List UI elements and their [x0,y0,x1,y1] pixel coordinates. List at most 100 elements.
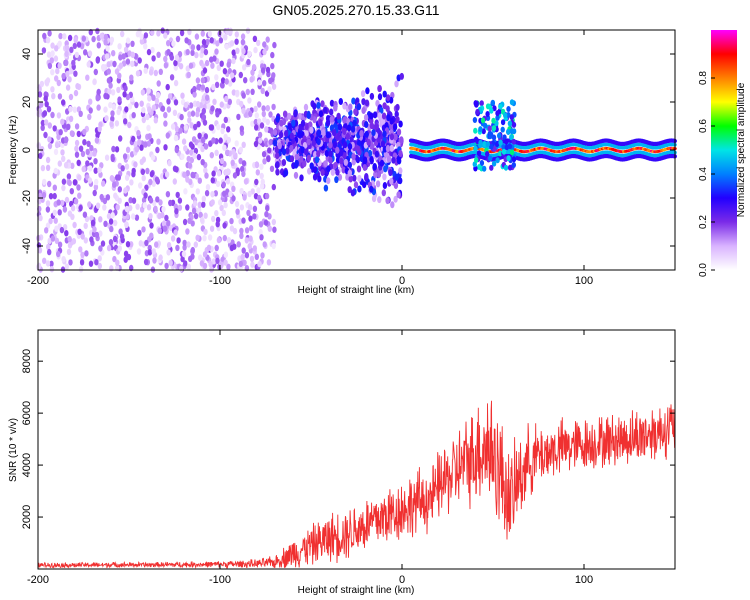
spectrogram-cell [78,110,83,118]
spectrogram-cell [49,260,54,267]
spectrogram-cell [509,114,514,121]
spectrogram-cell [262,241,267,248]
spectrogram-cell [110,89,116,96]
spectrogram-cell [79,259,85,266]
spectrogram-cell [356,103,362,111]
spectrogram-cell [100,240,106,247]
spectrogram-cell [323,184,329,192]
spectrogram-cell [497,132,502,139]
spectrogram-cell [474,101,479,108]
spectrogram-cell [83,237,89,244]
spectrogram-cell [123,46,129,53]
spectrogram-cell [48,193,54,200]
spectrogram-cell [42,178,47,186]
spectrogram-cell [271,183,276,191]
spectrogram-cell [393,195,398,203]
spectrogram-cell [485,111,490,117]
spectrogram-cell [50,111,55,119]
spectrogram-cell [174,208,179,215]
spectrogram-cell [97,255,102,262]
spectrogram-cell [191,207,197,214]
spectrogram-cell [500,126,505,133]
spectrogram-cell [155,146,160,154]
spectrogram-cell [82,128,87,136]
spectrogram-cell [504,138,509,145]
spectrogram-cell [131,213,136,220]
spectrogram-cell [328,156,333,164]
spectrogram-cell [174,146,179,154]
spectrogram-cell [236,113,241,121]
spectrogram-cell [203,167,208,174]
spectrogram-cell [69,188,75,195]
spectrogram-cell [331,129,337,137]
spectrogram-cell [318,110,324,118]
spectrogram-cell [231,57,236,65]
spectrogram-cell [94,178,99,186]
spectrogram-cell [293,110,298,118]
spectrogram-cell [71,238,77,245]
spectrogram-cell [131,167,136,175]
spectrogram-cell [150,46,155,54]
spectrogram-cell [386,114,391,122]
spectrogram-cell [506,128,511,135]
spectrogram-cell [479,160,485,166]
spectrogram-cell [113,219,118,227]
spectrogram-cell [389,133,395,141]
spectrogram-cell [498,103,503,110]
spectrogram-cell [103,39,108,46]
spectrogram-cell [133,161,138,168]
spectrogram-cell [107,88,112,95]
spectrogram-cell [124,106,129,113]
spectrogram-cell [490,99,495,106]
spectrogram-cell [172,109,178,117]
snr-y-ticks: 2000 4000 6000 8000 [21,349,675,529]
spectrogram-cell [229,217,234,225]
spectrogram-cell [60,199,65,207]
spectrogram-cell [197,201,202,209]
spectrogram-cell [252,205,258,212]
snr-y-tick-label: 8000 [21,349,33,373]
spectrogram-cell [183,145,188,152]
spectrogram-cell [225,149,230,156]
spectrogram-cell [229,40,235,47]
spectrogram-cell [124,205,130,213]
spectrogram-cell [363,114,369,121]
spectrogram-cell [243,178,249,185]
spectrogram-cell [61,256,66,263]
spectrogram-cell [134,101,139,109]
spectrogram-cell [271,218,276,226]
spectrogram-cell [154,176,160,183]
spectrogram-cell [73,36,78,44]
spectrogram-cell [216,170,222,177]
spectrogram-cell [255,169,260,176]
spectrogram-cell [92,150,97,157]
spectrogram-cell [373,171,378,179]
spectrogram-cell [188,255,193,263]
spectrogram-cell [148,69,154,76]
spectrogram-cell [250,88,255,96]
spectrogram-cell [49,266,55,273]
spectrogram-cell [366,138,371,146]
spectrogram-cell [279,119,284,127]
spectrogram-cell [125,37,131,44]
spectrogram-cell [379,159,385,167]
spectrogram-cell [235,208,240,215]
spectrogram-cell [507,143,512,150]
spectrogram-cell [306,138,311,146]
spectrogram-cell [204,172,209,179]
spectrogram-cell [478,142,483,149]
spectrogram-cell [97,166,102,174]
spectrogram-cell [215,257,220,264]
spectrogram-cell [99,32,104,40]
spectrogram-cell [61,184,66,192]
spectrogram-cell [76,159,81,166]
spectrogram-cell [41,191,47,199]
spectrogram-cell [268,77,273,85]
spectrogram-cell [337,173,343,181]
spectrogram-cell [491,125,497,132]
spectrogram-cell [200,30,205,37]
spectrogram-cell [304,130,309,138]
spectrogram-cell [487,125,492,132]
spectrogram-cell [375,180,381,188]
spectrogram-cell [399,136,404,144]
